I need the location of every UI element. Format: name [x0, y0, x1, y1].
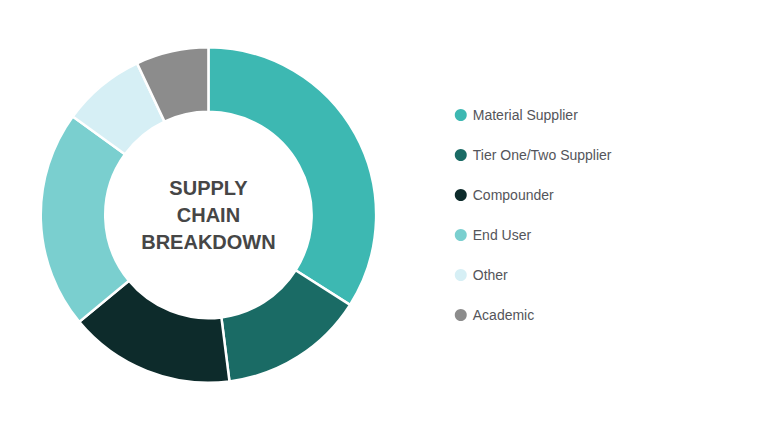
svg-text:SUPPLY: SUPPLY: [169, 177, 248, 199]
svg-text:Compounder: Compounder: [473, 187, 554, 203]
svg-text:Tier One/Two Supplier: Tier One/Two Supplier: [473, 147, 612, 163]
svg-text:Academic: Academic: [473, 307, 534, 323]
svg-text:Material Supplier: Material Supplier: [473, 107, 578, 123]
svg-text:BREAKDOWN: BREAKDOWN: [141, 231, 275, 253]
svg-text:End User: End User: [473, 227, 532, 243]
svg-text:Other: Other: [473, 267, 508, 283]
svg-text:CHAIN: CHAIN: [177, 204, 240, 226]
